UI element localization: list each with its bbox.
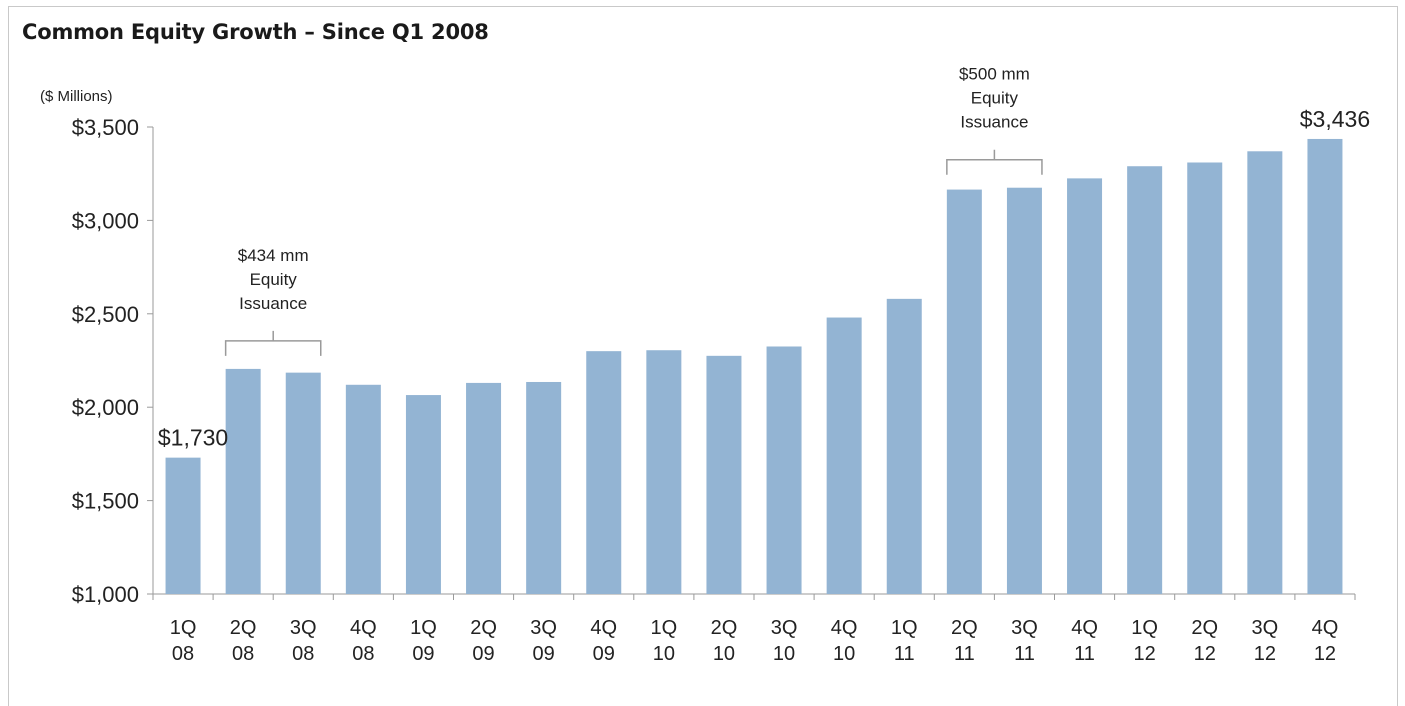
y-tick-label: $3,500 <box>72 115 139 140</box>
y-tick-label: $2,000 <box>72 395 139 420</box>
x-tick-label: 08 <box>232 643 254 665</box>
bar <box>646 350 682 594</box>
y-axis-units-label: ($ Millions) <box>40 88 113 105</box>
x-tick-label: 11 <box>954 643 975 665</box>
x-tick-label: 10 <box>713 643 735 665</box>
x-tick-label: 2Q <box>711 617 738 639</box>
data-label: $3,436 <box>1300 106 1370 132</box>
x-tick-label: 3Q <box>1011 617 1038 639</box>
bar <box>1006 187 1042 594</box>
x-tick-label: 11 <box>894 643 915 665</box>
bar <box>1127 166 1163 594</box>
y-tick-label: $3,000 <box>72 208 139 233</box>
x-tick-label: 2Q <box>470 617 497 639</box>
bar <box>1307 138 1343 594</box>
bar <box>706 355 742 594</box>
bar <box>886 298 922 594</box>
x-tick-label: 4Q <box>831 617 858 639</box>
bar <box>225 368 261 594</box>
x-tick-label: 09 <box>412 643 434 665</box>
x-tick-label: 12 <box>1254 643 1276 665</box>
annotation-bracket <box>224 330 322 356</box>
annotation-text: Issuance <box>960 113 1028 132</box>
y-tick-label: $1,500 <box>72 489 139 514</box>
x-tick-label: 09 <box>593 643 615 665</box>
chart-title: Common Equity Growth – Since Q1 2008 <box>22 20 489 44</box>
x-tick-label: 11 <box>1014 643 1035 665</box>
y-tick-label: $1,000 <box>72 582 139 607</box>
annotation-bracket <box>946 149 1043 175</box>
bar <box>1247 151 1283 594</box>
bar <box>405 395 441 594</box>
x-tick-label: 4Q <box>1071 617 1098 639</box>
x-tick-label: 1Q <box>170 617 197 639</box>
annotation-text: $434 mm <box>238 246 309 265</box>
data-label: $1,730 <box>158 425 228 451</box>
bar <box>946 189 982 594</box>
labels-layer: 1Q 08 2Q 08 3Q 08 4Q 08 1Q 09 2Q 09 3Q 09 4Q 09 1Q 10 2Q 10… <box>158 106 1370 665</box>
x-tick-label: 10 <box>773 643 795 665</box>
x-tick-label: 08 <box>352 643 374 665</box>
x-tick-label: 2Q <box>230 617 257 639</box>
bar <box>826 317 862 594</box>
x-tick-label: 3Q <box>530 617 557 639</box>
x-tick-label: 09 <box>533 643 555 665</box>
x-tick-label: 08 <box>292 643 314 665</box>
annotation-text: $500 mm <box>959 65 1030 84</box>
x-tick-label: 12 <box>1314 643 1336 665</box>
annotation-text: Equity <box>250 270 298 289</box>
x-tick-label: 1Q <box>891 617 918 639</box>
annotation-text: Issuance <box>239 294 307 313</box>
annotations-layer: $434 mm Equity Issuance $500 mm Equity Issuan… <box>224 65 1043 356</box>
bar <box>586 351 622 594</box>
x-tick-label: 4Q <box>350 617 377 639</box>
x-tick-label: 3Q <box>771 617 798 639</box>
x-tick-label: 4Q <box>590 617 617 639</box>
axis-layer: ($ Millions) $1,000 $1,500 $2,000 $2,500 $3,0… <box>40 88 1356 607</box>
x-tick-label: 12 <box>1194 643 1216 665</box>
annotation-text: Equity <box>971 89 1019 108</box>
x-tick-label: 1Q <box>1131 617 1158 639</box>
bar <box>526 381 562 594</box>
x-tick-label: 2Q <box>951 617 978 639</box>
x-tick-label: 08 <box>172 643 194 665</box>
bar <box>766 346 802 594</box>
x-tick-label: 1Q <box>651 617 678 639</box>
x-tick-label: 12 <box>1134 643 1156 665</box>
bar <box>1067 178 1103 594</box>
x-tick-label: 3Q <box>290 617 317 639</box>
x-tick-label: 09 <box>472 643 494 665</box>
x-tick-label: 1Q <box>410 617 437 639</box>
y-tick-label: $2,500 <box>72 302 139 327</box>
bar <box>466 382 502 594</box>
bar <box>285 372 321 594</box>
bar <box>1187 162 1223 594</box>
bar <box>345 384 381 594</box>
x-tick-label: 10 <box>653 643 675 665</box>
x-tick-label: 2Q <box>1191 617 1218 639</box>
x-tick-label: 4Q <box>1312 617 1339 639</box>
x-tick-label: 10 <box>833 643 855 665</box>
x-tick-label: 3Q <box>1252 617 1279 639</box>
x-tick-label: 11 <box>1074 643 1095 665</box>
bar <box>165 457 201 594</box>
bars-layer <box>165 138 1343 594</box>
